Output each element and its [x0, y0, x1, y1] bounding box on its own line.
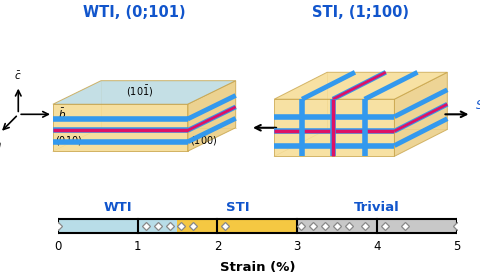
- Polygon shape: [53, 104, 187, 151]
- Bar: [58, 219, 177, 233]
- Polygon shape: [394, 72, 446, 156]
- Text: Trivial: Trivial: [353, 201, 399, 214]
- Text: $\bar{b}$: $\bar{b}$: [58, 107, 66, 121]
- Text: 5: 5: [452, 240, 460, 253]
- Text: STI, (1;100): STI, (1;100): [312, 5, 408, 20]
- Text: $(100)$: $(100)$: [190, 134, 217, 147]
- Text: $\bar{a}$: $\bar{a}$: [0, 139, 2, 151]
- Polygon shape: [274, 99, 394, 156]
- Text: Strain: Strain: [475, 99, 480, 112]
- Polygon shape: [187, 81, 235, 151]
- Text: Strain (%): Strain (%): [219, 261, 294, 274]
- Text: 1: 1: [133, 240, 141, 253]
- Text: STI: STI: [225, 201, 249, 214]
- Bar: [297, 219, 456, 233]
- Text: 3: 3: [293, 240, 300, 253]
- Text: 0: 0: [54, 240, 61, 253]
- Text: WTI, (0;101): WTI, (0;101): [83, 5, 186, 20]
- Text: 2: 2: [213, 240, 221, 253]
- Text: $\bar{c}$: $\bar{c}$: [14, 70, 22, 82]
- Polygon shape: [53, 81, 235, 104]
- Text: $(10\bar{1})$: $(10\bar{1})$: [126, 84, 153, 99]
- Text: $(010)$: $(010)$: [55, 134, 83, 147]
- Polygon shape: [274, 72, 446, 99]
- Text: WTI: WTI: [103, 201, 132, 214]
- Text: 4: 4: [372, 240, 380, 253]
- Bar: [177, 219, 297, 233]
